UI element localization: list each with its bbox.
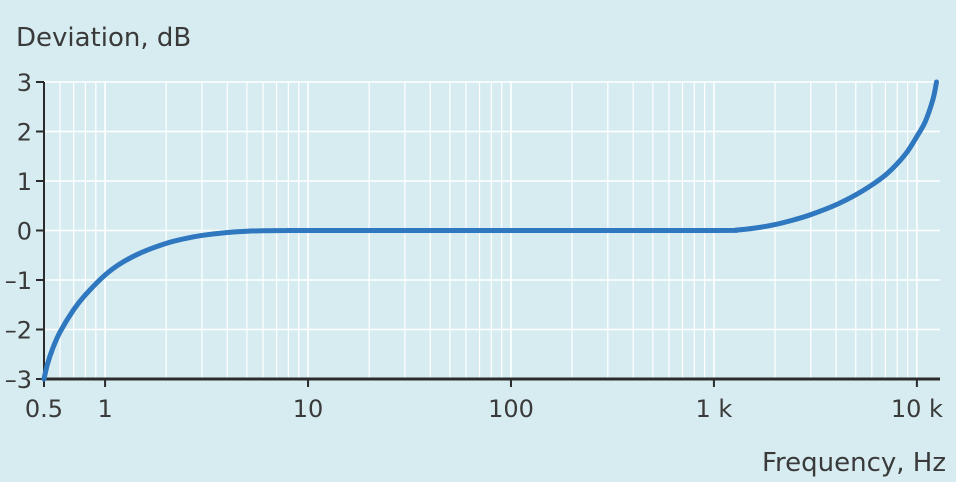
x-tick-label: 10 bbox=[293, 395, 324, 423]
y-tick-label: 1 bbox=[17, 168, 32, 196]
y-tick-label: –2 bbox=[5, 317, 32, 345]
data-series bbox=[41, 79, 940, 382]
y-tick-label: 3 bbox=[17, 69, 32, 97]
x-tick-label: 100 bbox=[488, 395, 534, 423]
x-tick-label: 1 bbox=[97, 395, 112, 423]
series-line bbox=[41, 79, 940, 382]
y-tick-label: 2 bbox=[17, 119, 32, 147]
x-tick-label: 0.5 bbox=[25, 395, 63, 423]
x-tick-label: 10 k bbox=[891, 395, 943, 423]
y-axis-label: Deviation, dB bbox=[16, 23, 191, 53]
y-tick-label: –3 bbox=[5, 366, 32, 394]
y-tick-label: –1 bbox=[5, 267, 32, 295]
y-tick-label: 0 bbox=[17, 218, 32, 246]
x-axis-label: Frequency, Hz bbox=[762, 448, 946, 478]
x-tick-label: 1 k bbox=[696, 395, 733, 423]
